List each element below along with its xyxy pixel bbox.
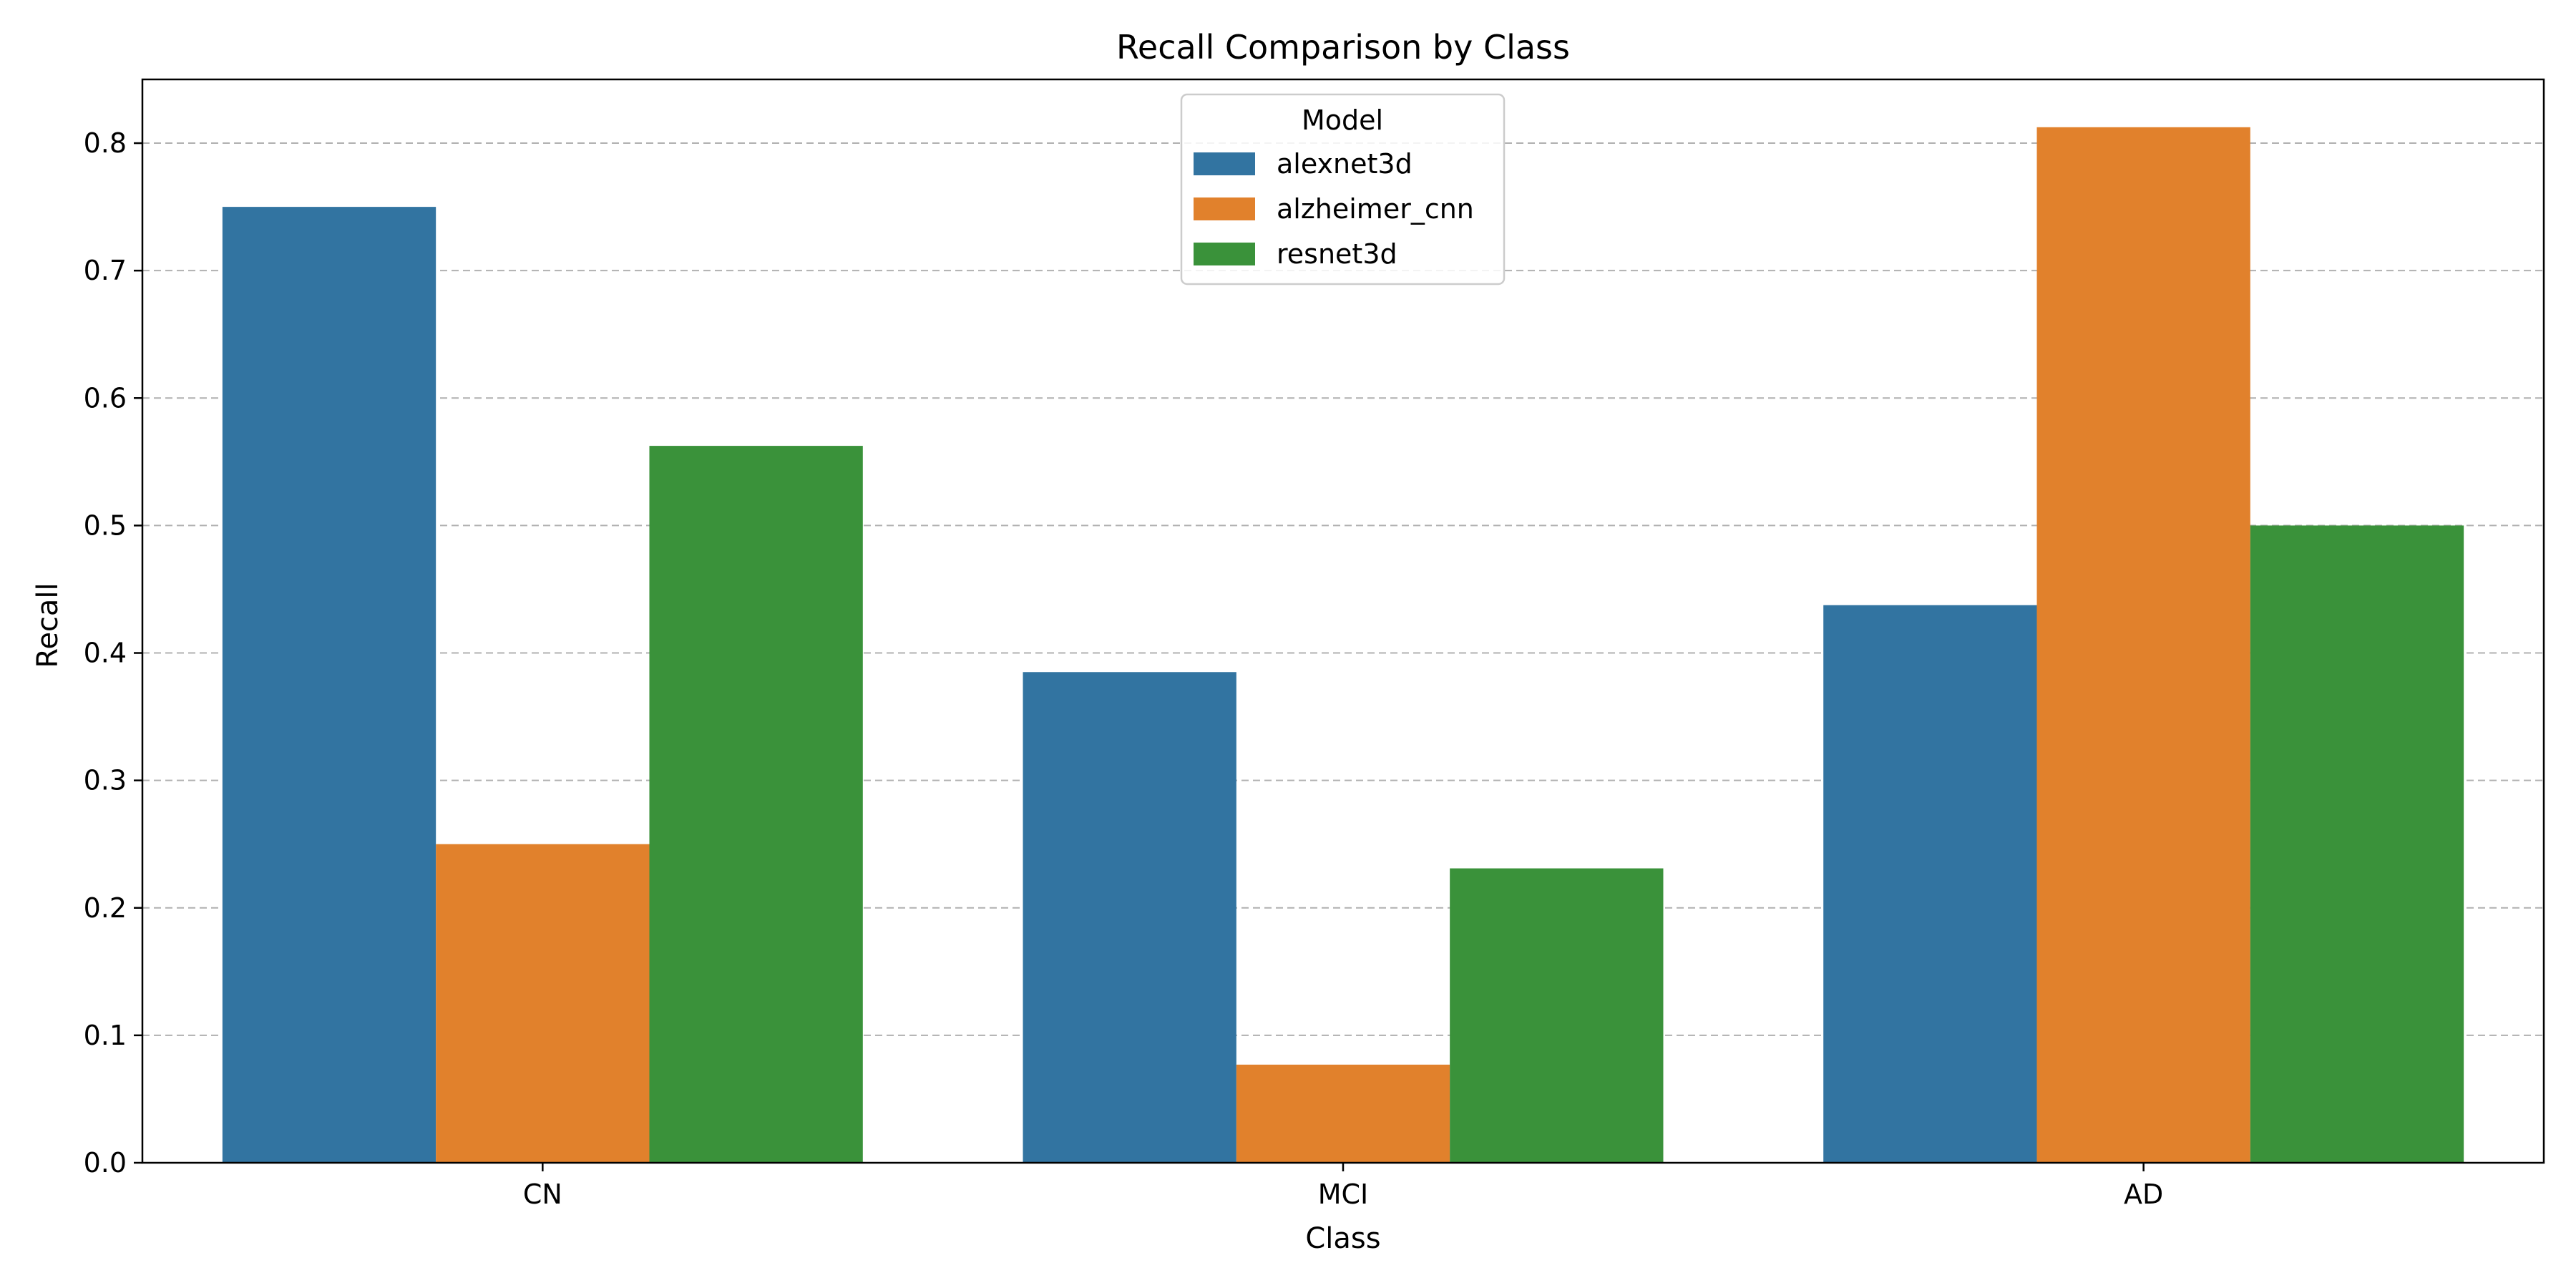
x-tick-label: AD — [2124, 1179, 2163, 1210]
y-tick-label: 0.8 — [84, 127, 127, 159]
x-tick-label: CN — [523, 1179, 562, 1210]
y-axis-title: Recall — [31, 582, 64, 668]
x-tick-label: MCI — [1318, 1179, 1369, 1210]
bar-alexnet3d-AD — [1823, 605, 2037, 1163]
legend-box — [1180, 93, 1506, 286]
y-tick-label: 0.3 — [84, 765, 127, 796]
bar-resnet3d-CN — [649, 446, 863, 1163]
legend-label-resnet3d: resnet3d — [1277, 238, 1397, 270]
x-axis: CN MCI AD — [523, 1163, 2163, 1210]
y-tick-label: 0.6 — [84, 382, 127, 414]
y-axis: 0.0 0.1 0.2 0.3 0.4 0.5 0.6 0.7 0.8 — [84, 127, 142, 1179]
bar-resnet3d-MCI — [1450, 868, 1664, 1163]
legend: Model alexnet3d alzheimer_cnn resnet3d — [1180, 93, 1506, 286]
y-tick-label: 0.5 — [84, 509, 127, 541]
bar-alzheimer_cnn-MCI — [1236, 1064, 1450, 1163]
x-axis-title: Class — [1305, 1222, 1380, 1255]
y-tick-label: 0.4 — [84, 638, 127, 669]
bar-resnet3d-AD — [2250, 525, 2464, 1163]
legend-swatch-alzheimer_cnn — [1194, 197, 1255, 220]
legend-label-alzheimer_cnn: alzheimer_cnn — [1277, 193, 1474, 225]
bar-alzheimer_cnn-CN — [436, 844, 650, 1163]
y-tick-label: 0.1 — [84, 1020, 127, 1051]
bar-alzheimer_cnn-AD — [2036, 127, 2250, 1163]
y-tick-label: 0.2 — [84, 892, 127, 924]
bar-alexnet3d-CN — [222, 207, 436, 1163]
y-tick-label: 0.7 — [84, 255, 127, 286]
y-tick-label: 0.0 — [84, 1147, 127, 1179]
legend-title: Model — [1302, 104, 1383, 136]
legend-swatch-resnet3d — [1194, 243, 1255, 265]
bar-alexnet3d-MCI — [1023, 672, 1236, 1163]
chart-title: Recall Comparison by Class — [1116, 28, 1570, 67]
legend-swatch-alexnet3d — [1194, 152, 1255, 175]
legend-label-alexnet3d: alexnet3d — [1277, 148, 1413, 180]
bars — [222, 127, 2464, 1163]
